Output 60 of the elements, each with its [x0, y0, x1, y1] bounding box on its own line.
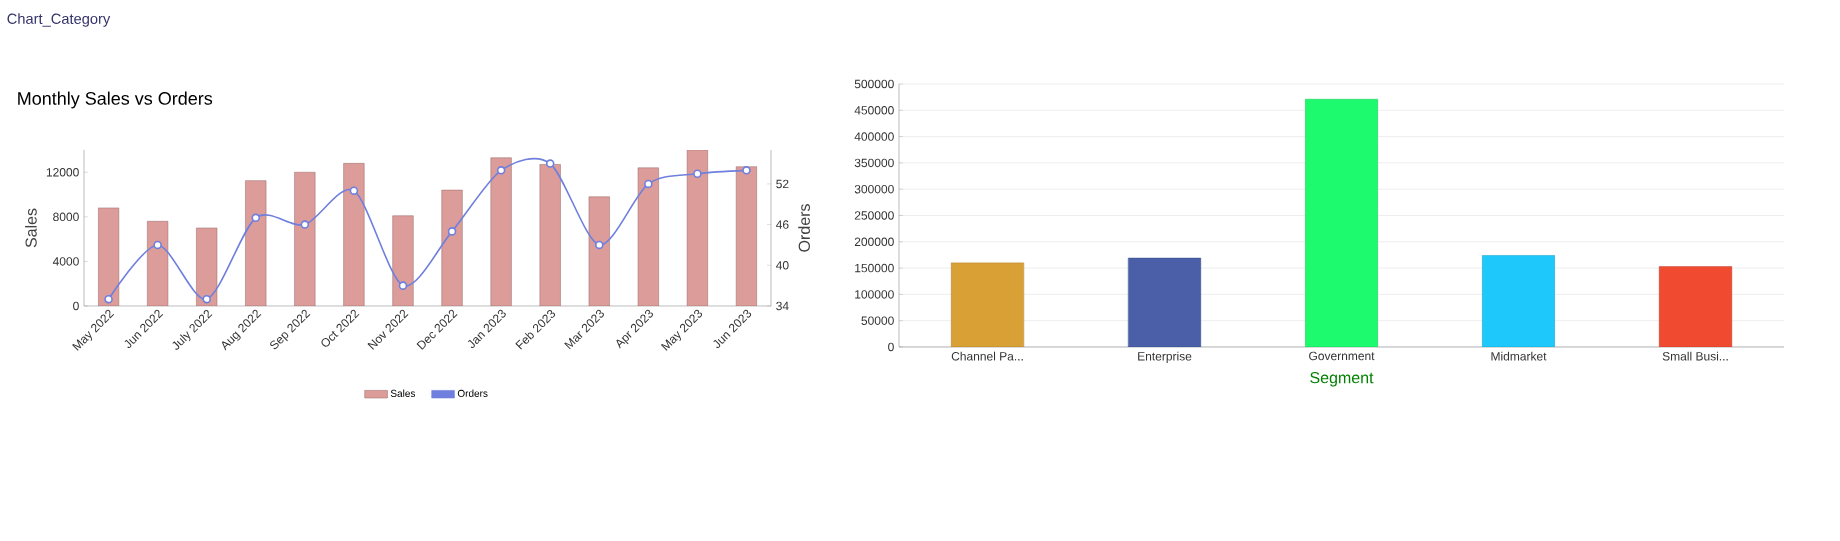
y-tick-label: 400000 [854, 132, 894, 141]
bar [294, 172, 316, 306]
chart-title: Monthly Sales vs Orders [18, 91, 213, 109]
point [349, 186, 359, 195]
point [104, 294, 113, 304]
y2-tick-label: 52 [776, 179, 789, 189]
y-axis-title: Sales [25, 208, 37, 248]
point [153, 240, 162, 250]
y-tick-label: 8000 [53, 212, 79, 222]
y-tick-label: 150000 [855, 263, 894, 273]
legend-label: Orders [457, 389, 488, 397]
y2-tick-label: 34 [776, 301, 789, 311]
y-tick-label: 450000 [854, 106, 894, 115]
y-tick-label: 12000 [46, 168, 79, 177]
y-tick-label: 200000 [854, 237, 894, 247]
y-tick-label: 0 [73, 301, 79, 311]
text: Chart_Category [7, 13, 111, 27]
point [742, 166, 751, 175]
bar [147, 221, 169, 306]
y-tick-label: 4000 [52, 257, 79, 266]
bar [539, 164, 561, 306]
point [447, 227, 457, 236]
y-tick-label: 350000 [854, 158, 894, 168]
point [398, 281, 408, 290]
y2-tick-label: 46 [776, 220, 789, 229]
point [251, 213, 261, 223]
bar [441, 189, 463, 306]
y-tick-label: 300000 [854, 184, 894, 194]
point [202, 294, 211, 304]
legend-label: Sales [390, 389, 416, 397]
y-tick-label: 250000 [854, 211, 894, 220]
point [300, 220, 310, 229]
bar [392, 215, 414, 306]
point [644, 179, 653, 189]
x-tick-label: Small Busi... [1662, 351, 1728, 361]
bar [343, 163, 365, 306]
bar [97, 207, 120, 306]
x-tick-label: Government [1309, 351, 1375, 361]
y-tick-label: 100000 [855, 290, 894, 299]
point [595, 240, 604, 250]
point [693, 169, 702, 178]
x-tick-label: Enterprise [1138, 351, 1192, 363]
bar [245, 180, 267, 306]
bar [1481, 255, 1556, 347]
x-tick-label: Channel Pa... [951, 351, 1023, 361]
x-tick-label: Midmarket [1491, 351, 1547, 361]
bar [490, 157, 512, 306]
point [496, 166, 506, 175]
y-tick-label: 50000 [861, 316, 894, 325]
y2-axis-title: Orders [798, 204, 810, 252]
x-axis-title: Segment [1310, 372, 1374, 387]
bar [735, 166, 758, 306]
y2-tick-label: 40 [776, 261, 789, 270]
bar [588, 196, 610, 306]
bar [196, 227, 218, 306]
point [545, 159, 555, 168]
bar [637, 167, 659, 306]
y-tick-label: 500000 [854, 79, 894, 89]
bar [686, 150, 708, 306]
y-tick-label: 0 [888, 342, 894, 352]
